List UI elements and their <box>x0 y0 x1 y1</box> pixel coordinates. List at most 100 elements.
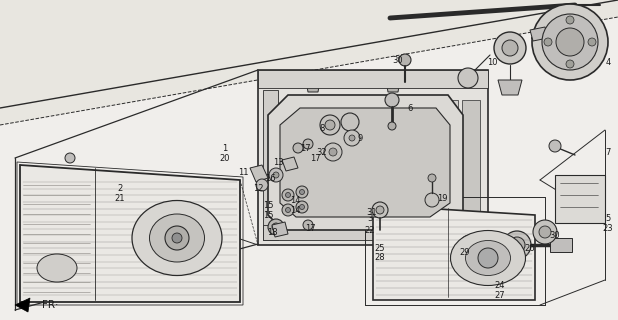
Polygon shape <box>498 80 522 95</box>
Circle shape <box>256 179 268 191</box>
Text: 30: 30 <box>392 55 404 65</box>
Text: 5: 5 <box>606 213 611 222</box>
Text: 16: 16 <box>265 173 275 182</box>
Text: 1: 1 <box>222 143 227 153</box>
Bar <box>462 100 480 235</box>
Text: 13: 13 <box>273 157 283 166</box>
Bar <box>308 100 326 235</box>
Ellipse shape <box>451 230 525 285</box>
Circle shape <box>372 202 388 218</box>
Circle shape <box>503 231 531 259</box>
Polygon shape <box>15 298 30 312</box>
Bar <box>374 100 392 235</box>
Text: 22: 22 <box>365 226 375 235</box>
Text: FR·: FR· <box>42 300 58 310</box>
Polygon shape <box>305 75 321 92</box>
Circle shape <box>458 68 478 88</box>
Text: 17: 17 <box>305 223 315 233</box>
Text: 2: 2 <box>117 183 122 193</box>
Circle shape <box>268 219 284 235</box>
Text: 15: 15 <box>263 201 273 210</box>
Circle shape <box>286 207 290 212</box>
Circle shape <box>65 153 75 163</box>
Text: 10: 10 <box>487 58 497 67</box>
Bar <box>263 225 483 240</box>
Circle shape <box>296 201 308 213</box>
Circle shape <box>325 120 335 130</box>
Circle shape <box>376 206 384 214</box>
Polygon shape <box>385 75 401 92</box>
Ellipse shape <box>132 201 222 276</box>
Circle shape <box>549 140 561 152</box>
Text: 17: 17 <box>300 143 310 153</box>
Circle shape <box>399 54 411 66</box>
Circle shape <box>269 168 283 182</box>
Circle shape <box>303 139 313 149</box>
Circle shape <box>556 28 584 56</box>
Text: 29: 29 <box>460 247 470 257</box>
Circle shape <box>320 115 340 135</box>
Circle shape <box>349 135 355 141</box>
Circle shape <box>465 240 475 250</box>
Text: 14: 14 <box>290 196 300 204</box>
Text: 27: 27 <box>494 291 506 300</box>
Circle shape <box>460 235 480 255</box>
Polygon shape <box>280 108 450 217</box>
Polygon shape <box>20 165 240 302</box>
Text: 28: 28 <box>375 253 385 262</box>
Polygon shape <box>272 222 288 237</box>
Circle shape <box>478 248 498 268</box>
Circle shape <box>425 193 439 207</box>
Circle shape <box>286 193 290 197</box>
Circle shape <box>293 143 303 153</box>
Ellipse shape <box>465 241 510 276</box>
Circle shape <box>172 233 182 243</box>
Bar <box>352 100 370 235</box>
Circle shape <box>303 220 313 230</box>
Text: 26: 26 <box>525 244 535 252</box>
Bar <box>550 238 572 252</box>
Ellipse shape <box>150 214 205 262</box>
Text: 12: 12 <box>253 183 263 193</box>
Circle shape <box>272 223 280 231</box>
Circle shape <box>344 130 360 146</box>
Polygon shape <box>282 157 298 171</box>
Circle shape <box>300 204 305 210</box>
Bar <box>258 70 488 245</box>
Circle shape <box>165 226 189 250</box>
Circle shape <box>282 189 294 201</box>
Circle shape <box>282 204 294 216</box>
Text: 18: 18 <box>267 228 277 236</box>
Text: 23: 23 <box>603 223 613 233</box>
Text: 20: 20 <box>220 154 231 163</box>
Circle shape <box>566 60 574 68</box>
Text: 15: 15 <box>263 211 273 220</box>
Text: 8: 8 <box>320 124 324 132</box>
Ellipse shape <box>37 254 77 282</box>
Circle shape <box>300 189 305 195</box>
Text: 17: 17 <box>310 154 320 163</box>
Circle shape <box>509 237 525 253</box>
Text: 19: 19 <box>437 194 447 203</box>
Circle shape <box>296 186 308 198</box>
Text: 9: 9 <box>357 133 363 142</box>
Text: 11: 11 <box>238 167 248 177</box>
Circle shape <box>388 122 396 130</box>
Circle shape <box>532 4 608 80</box>
Text: 21: 21 <box>115 194 125 203</box>
Bar <box>330 100 348 235</box>
Polygon shape <box>373 205 535 300</box>
Polygon shape <box>268 95 463 230</box>
Bar <box>418 100 436 235</box>
Circle shape <box>324 143 342 161</box>
Circle shape <box>329 148 337 156</box>
Text: 32: 32 <box>316 148 328 156</box>
Bar <box>440 100 458 235</box>
Text: 14: 14 <box>290 205 300 214</box>
Circle shape <box>494 32 526 64</box>
Bar <box>396 100 414 235</box>
Circle shape <box>588 38 596 46</box>
Bar <box>286 100 304 235</box>
Text: 7: 7 <box>605 148 611 156</box>
Circle shape <box>539 226 551 238</box>
